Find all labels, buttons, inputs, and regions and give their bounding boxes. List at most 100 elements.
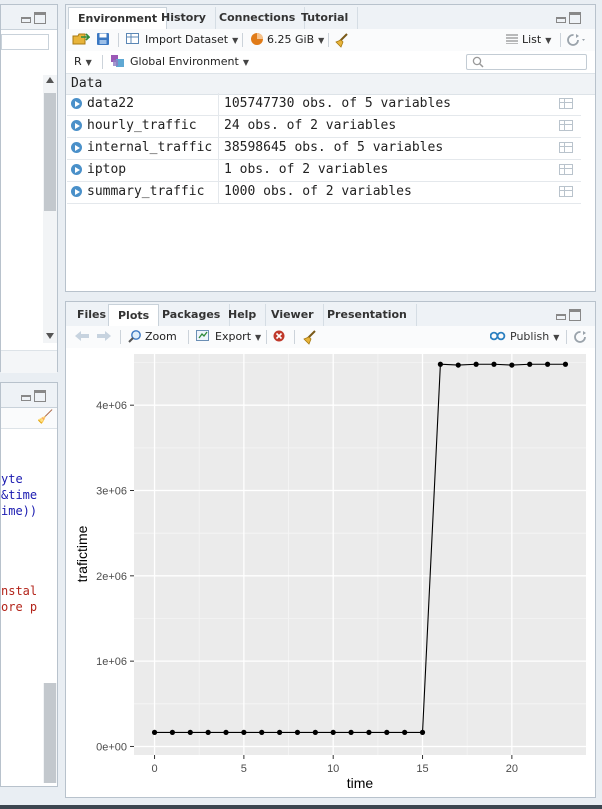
minimize-icon[interactable] — [21, 17, 31, 23]
tab-plots[interactable]: Plots — [108, 304, 160, 327]
environment-search-input[interactable] — [466, 54, 587, 70]
load-workspace-icon[interactable] — [72, 32, 91, 48]
tab-tutorial[interactable]: Tutorial — [292, 7, 359, 29]
y-tick-label: 2e+06 — [96, 571, 127, 583]
data-point — [455, 362, 461, 368]
refresh-plot-icon[interactable] — [573, 329, 587, 345]
scroll-thumb[interactable] — [44, 93, 56, 211]
code-line: ore p — [1, 600, 38, 614]
view-table-icon[interactable] — [559, 142, 573, 153]
chevron-down-icon: ▼ — [85, 58, 92, 67]
data-point — [366, 729, 372, 735]
code-line: ime)) — [1, 504, 38, 518]
minimize-icon[interactable] — [556, 17, 566, 23]
refresh-button[interactable] — [566, 32, 588, 48]
data-point — [205, 729, 211, 735]
plots-tabbar: Files Plots Packages Help Viewer Present… — [66, 302, 595, 327]
environment-row[interactable]: iptop 1 obs. of 2 variables — [67, 159, 581, 182]
expand-play-icon[interactable] — [71, 142, 82, 153]
scroll-down-icon[interactable] — [46, 333, 54, 339]
plot-panel-background — [134, 354, 586, 755]
left-top-scrollbar[interactable] — [43, 75, 57, 343]
y-tick-label: 4e+06 — [96, 400, 127, 412]
expand-play-icon[interactable] — [71, 164, 82, 175]
x-tick-label: 0 — [151, 763, 157, 775]
plots-window-controls[interactable] — [556, 309, 584, 321]
left-top-footer — [1, 350, 57, 373]
export-button[interactable]: Export ▼ — [196, 329, 261, 345]
environment-pane: Environment History Connections Tutorial… — [65, 4, 596, 292]
tab-help[interactable]: Help — [219, 304, 267, 326]
import-dataset-label: Import Dataset — [145, 33, 229, 46]
data-point — [562, 361, 569, 367]
expand-play-icon[interactable] — [71, 186, 82, 197]
left-code-fragments: yte &time ime)) nstal ore p — [1, 471, 43, 615]
tab-presentation[interactable]: Presentation — [318, 304, 417, 326]
table-import-icon — [126, 33, 139, 44]
code-line: nstal — [1, 584, 38, 598]
view-table-icon[interactable] — [559, 164, 573, 175]
x-tick-label: 10 — [327, 763, 339, 775]
chevron-down-icon: ▼ — [242, 58, 249, 67]
left-bottom-scrollbar[interactable] — [43, 683, 57, 783]
minimize-icon[interactable] — [556, 314, 566, 320]
plots-toolbar: Zoom Export ▼ Publish ▼ — [66, 326, 595, 349]
maximize-icon[interactable] — [569, 12, 581, 24]
scroll-thumb[interactable] — [44, 683, 56, 783]
memory-usage-button[interactable]: 6.25 GiB ▼ — [250, 32, 324, 48]
language-selector[interactable]: R ▼ — [74, 54, 92, 70]
view-table-icon[interactable] — [559, 120, 573, 131]
previous-plot-arrow-icon[interactable] — [74, 329, 90, 345]
environment-row[interactable]: internal_traffic 38598645 obs. of 5 vari… — [67, 137, 581, 160]
maximize-icon[interactable] — [34, 12, 46, 24]
tab-connections[interactable]: Connections — [210, 7, 306, 29]
data-point — [509, 362, 515, 368]
expand-play-icon[interactable] — [71, 98, 82, 109]
x-tick-label: 5 — [241, 763, 247, 775]
maximize-icon[interactable] — [34, 390, 46, 402]
line-chart: 0 5 10 15 20 0e+00 1e+06 2e+06 3e+06 4e+06 time t… — [66, 348, 595, 797]
minimize-icon[interactable] — [21, 395, 31, 401]
expand-play-icon[interactable] — [71, 120, 82, 131]
import-dataset-button[interactable]: Import Dataset ▼ — [126, 32, 238, 48]
data-section-header: Data — [66, 74, 595, 95]
left-top-pane — [0, 4, 58, 373]
environment-row[interactable]: summary_traffic 1000 obs. of 2 variables — [67, 181, 581, 204]
code-line: yte — [1, 472, 23, 486]
data-point — [348, 729, 354, 735]
toolbar-separator — [566, 330, 567, 344]
language-label: R — [74, 55, 82, 68]
scroll-up-icon[interactable] — [46, 77, 54, 83]
view-table-icon[interactable] — [559, 186, 573, 197]
zoom-button[interactable]: Zoom — [128, 329, 177, 345]
left-top-input[interactable] — [1, 34, 49, 50]
left-top-window-controls[interactable] — [21, 12, 49, 24]
toolbar-separator — [242, 33, 243, 47]
toolbar-separator — [266, 330, 267, 344]
environment-icon — [111, 55, 124, 67]
tab-history[interactable]: History — [152, 7, 216, 29]
environment-row[interactable]: hourly_traffic 24 obs. of 2 variables — [67, 115, 581, 138]
next-plot-arrow-icon[interactable] — [96, 329, 112, 345]
clear-objects-broom-icon[interactable] — [334, 32, 350, 48]
view-table-icon[interactable] — [559, 98, 573, 109]
column-divider — [218, 115, 219, 137]
tab-packages[interactable]: Packages — [153, 304, 231, 326]
maximize-icon[interactable] — [569, 309, 581, 321]
publish-label: Publish — [510, 330, 550, 343]
broom-icon[interactable]: 🧹 — [37, 410, 54, 425]
tab-viewer[interactable]: Viewer — [262, 304, 324, 326]
left-bottom-window-controls[interactable] — [21, 390, 49, 402]
y-axis-title: trafictime — [74, 525, 90, 582]
object-value: 24 obs. of 2 variables — [224, 118, 397, 133]
environment-window-controls[interactable] — [556, 12, 584, 24]
environment-selector[interactable]: Global Environment ▼ — [110, 54, 249, 70]
publish-button[interactable]: Publish ▼ — [489, 329, 559, 345]
clear-plots-broom-icon[interactable] — [302, 329, 318, 345]
remove-plot-icon[interactable] — [272, 329, 286, 345]
object-name: data22 — [87, 96, 134, 111]
tab-environment[interactable]: Environment — [68, 7, 168, 30]
view-mode-button[interactable]: List ▼ — [506, 32, 551, 48]
save-workspace-icon[interactable] — [96, 32, 110, 48]
environment-row[interactable]: data22 105747730 obs. of 5 variables — [67, 93, 581, 116]
